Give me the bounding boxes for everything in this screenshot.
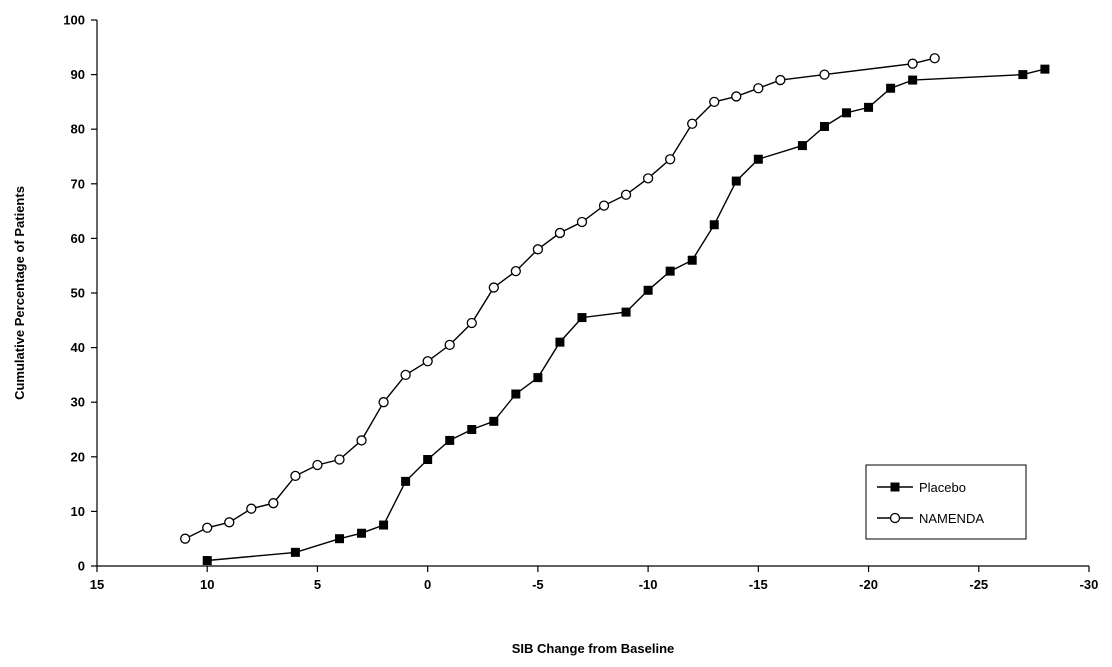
namenda-point xyxy=(290,470,301,482)
series-layer xyxy=(180,53,1050,566)
placebo-point xyxy=(842,108,852,118)
y-tick-label: 100 xyxy=(63,13,85,28)
placebo-point xyxy=(423,455,433,465)
placebo-point xyxy=(401,476,411,486)
namenda-point xyxy=(687,118,698,129)
namenda-point xyxy=(180,533,191,544)
namenda-point xyxy=(576,216,588,228)
placebo-point xyxy=(731,176,741,186)
x-tick-label: -15 xyxy=(749,577,768,592)
placebo-point xyxy=(357,528,367,538)
y-tick-label: 40 xyxy=(71,340,85,355)
namenda-point xyxy=(554,227,566,239)
namenda-point xyxy=(819,69,830,80)
namenda-point xyxy=(510,266,521,277)
x-tick-label: -5 xyxy=(532,577,544,592)
placebo-point xyxy=(753,154,763,164)
placebo-point xyxy=(467,425,477,434)
namenda-point xyxy=(929,53,940,64)
namenda-point xyxy=(246,503,257,514)
legend-label: NAMENDA xyxy=(919,511,984,526)
x-tick-label: -30 xyxy=(1080,577,1099,592)
placebo-point xyxy=(864,102,874,112)
placebo-point xyxy=(1018,70,1028,80)
x-ticks: 15 10 5 0 -5 -10 -15 -20 -25 -30 xyxy=(90,566,1099,592)
namenda-point xyxy=(444,339,455,351)
namenda-point xyxy=(400,369,411,381)
y-tick-label: 80 xyxy=(71,122,85,137)
namenda-point xyxy=(356,435,367,446)
x-tick-label: 15 xyxy=(90,577,104,592)
x-tick-label: -25 xyxy=(969,577,988,592)
namenda-point xyxy=(642,173,654,184)
x-tick-label: -20 xyxy=(859,577,878,592)
placebo-point xyxy=(908,75,918,85)
y-tick-label: 70 xyxy=(71,176,85,191)
y-tick-label: 60 xyxy=(71,231,85,246)
placebo-point xyxy=(577,313,587,323)
namenda-point xyxy=(422,356,433,367)
y-tick-label: 20 xyxy=(71,449,85,464)
namenda-point xyxy=(665,154,676,165)
legend: Placebo NAMENDA xyxy=(865,464,1027,540)
namenda-point xyxy=(775,74,786,86)
placebo-point xyxy=(489,416,499,426)
namenda-point xyxy=(620,189,632,200)
legend-marker xyxy=(890,482,900,492)
y-tick-label: 90 xyxy=(71,67,85,82)
legend-item-placebo: Placebo xyxy=(877,480,966,495)
placebo-point xyxy=(1040,64,1050,74)
x-tick-label: 10 xyxy=(200,577,214,592)
series-namenda xyxy=(180,53,940,544)
y-tick-label: 10 xyxy=(71,504,85,519)
y-tick-label: 30 xyxy=(71,395,85,410)
placebo-point xyxy=(687,255,697,265)
namenda-point xyxy=(312,459,323,471)
placebo-point xyxy=(819,121,829,131)
y-axis-title: Cumulative Percentage of Patients xyxy=(12,186,27,400)
legend-label: Placebo xyxy=(919,480,966,495)
legend-marker xyxy=(889,512,901,524)
placebo-point xyxy=(709,220,719,230)
placebo-point xyxy=(643,285,653,295)
placebo-point xyxy=(202,556,212,566)
namenda-point xyxy=(378,397,389,408)
namenda-point xyxy=(268,498,279,509)
placebo-point xyxy=(334,534,344,544)
namenda-point xyxy=(907,58,918,69)
placebo-point xyxy=(555,337,565,347)
namenda-point xyxy=(202,522,213,533)
y-tick-label: 50 xyxy=(71,286,85,301)
namenda-point xyxy=(224,517,235,528)
namenda-point xyxy=(731,91,742,102)
placebo-point xyxy=(445,435,455,445)
placebo-point xyxy=(621,307,631,317)
placebo-point xyxy=(665,266,675,276)
y-ticks: 0 10 20 30 40 50 60 70 80 90 100 xyxy=(63,13,97,574)
namenda-point xyxy=(753,83,764,94)
x-tick-label: 5 xyxy=(314,577,321,592)
placebo-point xyxy=(290,547,300,557)
placebo-point xyxy=(797,141,807,151)
namenda-point xyxy=(709,96,720,108)
x-tick-label: -10 xyxy=(639,577,658,592)
placebo-point xyxy=(886,83,896,93)
namenda-point xyxy=(334,454,345,465)
legend-box xyxy=(865,464,1027,540)
namenda-point xyxy=(466,317,477,329)
namenda-point xyxy=(488,282,499,293)
series-placebo xyxy=(202,64,1050,566)
legend-item-namenda: NAMENDA xyxy=(877,511,984,526)
y-tick-label: 0 xyxy=(78,559,85,574)
legend-items: Placebo NAMENDA xyxy=(877,480,984,526)
placebo-point xyxy=(511,389,521,399)
placebo-point xyxy=(379,520,389,530)
x-axis-title: SIB Change from Baseline xyxy=(512,641,675,656)
x-tick-label: 0 xyxy=(424,577,431,592)
namenda-point xyxy=(532,244,544,255)
placebo-point xyxy=(533,373,543,383)
namenda-point xyxy=(598,200,610,211)
